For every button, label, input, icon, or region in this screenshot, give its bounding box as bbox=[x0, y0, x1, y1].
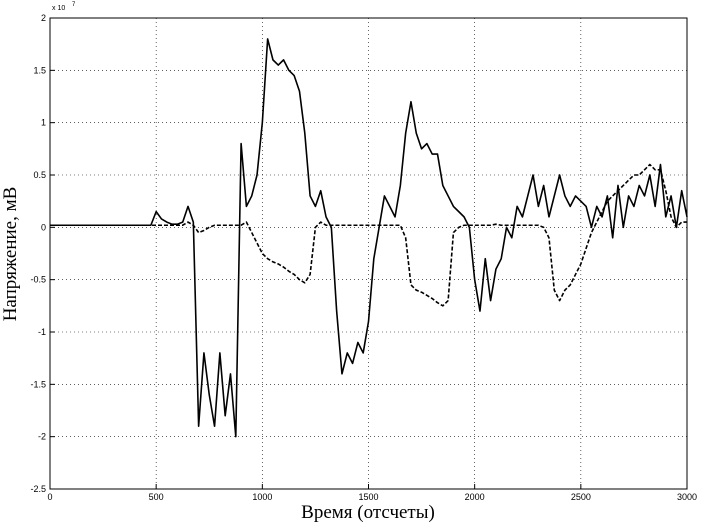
y-multiplier: x 10 bbox=[52, 5, 65, 12]
series-line bbox=[50, 163, 687, 307]
y-tick-label: 0.5 bbox=[33, 170, 46, 180]
y-tick-label: -2 bbox=[38, 432, 46, 442]
x-tick-label: 0 bbox=[47, 492, 52, 502]
y-tick-label: -0.5 bbox=[30, 275, 46, 285]
plot-frame bbox=[49, 17, 688, 490]
y-tick-label: -1 bbox=[38, 327, 46, 337]
y-tick-label: 2 bbox=[41, 13, 46, 23]
y-tick-label: 0 bbox=[41, 222, 46, 232]
x-tick-label: 2500 bbox=[571, 492, 591, 502]
y-axis-title: Напряжение, мВ bbox=[0, 187, 21, 322]
x-tick-label: 1500 bbox=[358, 492, 378, 502]
x-axis-title: Время (отсчеты) bbox=[301, 502, 435, 523]
y-multiplier-exp: 7 bbox=[72, 2, 76, 8]
x-tick-label: 1000 bbox=[252, 492, 272, 502]
x-tick-label: 2000 bbox=[465, 492, 485, 502]
series-line bbox=[50, 38, 688, 438]
y-tick-label: -2.5 bbox=[30, 484, 46, 494]
y-tick-label: 1.5 bbox=[33, 65, 46, 75]
x-tick-label: 500 bbox=[149, 492, 164, 502]
y-tick-label: 1 bbox=[41, 118, 46, 128]
x-tick-label: 3000 bbox=[677, 492, 697, 502]
y-tick-label: -1.5 bbox=[30, 379, 46, 389]
